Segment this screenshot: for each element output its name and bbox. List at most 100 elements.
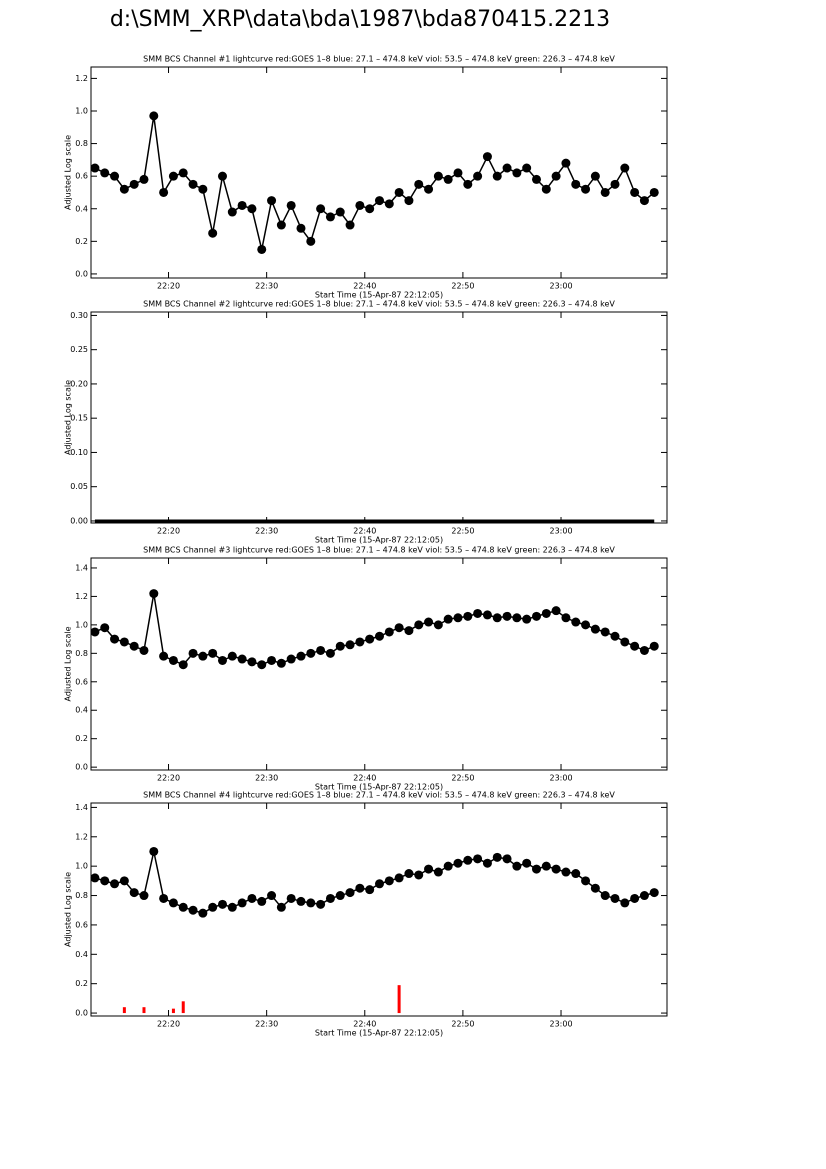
data-point <box>345 888 355 898</box>
data-point <box>512 861 522 871</box>
data-point <box>453 168 463 178</box>
data-point <box>217 899 227 909</box>
data-point <box>286 654 296 664</box>
y-tick-label: 1.0 <box>75 106 88 115</box>
data-point <box>325 648 335 658</box>
y-axis-label: Adjusted Log scale <box>64 380 73 455</box>
data-point <box>404 869 414 879</box>
data-point <box>453 858 463 868</box>
data-point <box>620 898 630 908</box>
data-point <box>443 174 453 184</box>
y-tick-label: 0.05 <box>70 482 88 491</box>
x-tick-label: 22:30 <box>255 527 278 536</box>
x-tick-label: 22:40 <box>353 1020 376 1029</box>
data-point <box>355 200 365 210</box>
data-point <box>522 614 532 624</box>
data-point <box>424 184 434 194</box>
spike <box>142 1007 146 1014</box>
data-point <box>335 207 345 217</box>
data-point <box>178 660 188 670</box>
data-point <box>345 640 355 650</box>
data-point <box>620 163 630 173</box>
data-point <box>178 168 188 178</box>
x-axis-label: Start Time (15-Apr-87 22:12:05) <box>315 291 443 300</box>
y-tick-label: 1.2 <box>75 592 88 601</box>
data-point <box>522 163 532 173</box>
data-point <box>129 888 139 898</box>
data-point <box>561 613 571 623</box>
data-point <box>374 879 384 889</box>
x-axis-label: Start Time (15-Apr-87 22:12:05) <box>315 536 443 545</box>
data-point <box>355 883 365 893</box>
data-point <box>100 168 110 178</box>
data-point <box>139 891 149 901</box>
y-tick-label: 1.0 <box>75 862 88 871</box>
spike <box>122 1007 126 1014</box>
data-point <box>502 163 512 173</box>
data-point <box>178 902 188 912</box>
data-point <box>198 651 208 661</box>
data-point <box>630 893 640 903</box>
data-point <box>365 204 375 214</box>
data-point <box>296 651 306 661</box>
data-point <box>522 858 532 868</box>
data-point <box>394 187 404 197</box>
data-point <box>512 613 522 623</box>
data-point <box>208 648 218 658</box>
data-point <box>276 220 286 230</box>
data-point <box>404 196 414 206</box>
data-point <box>581 184 591 194</box>
data-point <box>492 613 502 623</box>
data-point <box>639 891 649 901</box>
data-point <box>286 200 296 210</box>
data-point <box>473 171 483 181</box>
data-point <box>110 634 120 644</box>
data-point <box>267 196 277 206</box>
y-tick-label: 1.2 <box>75 832 88 841</box>
data-point <box>100 623 110 633</box>
x-tick-label: 22:20 <box>157 774 180 783</box>
data-point <box>600 627 610 637</box>
data-point <box>610 893 620 903</box>
data-point <box>119 876 129 886</box>
data-point <box>581 620 591 630</box>
x-tick-label: 22:50 <box>451 774 474 783</box>
plot-frame <box>90 557 668 771</box>
plot-title: SMM BCS Channel #2 lightcurve red:GOES 1… <box>143 300 615 309</box>
y-tick-label: 0.4 <box>75 706 88 715</box>
data-point <box>198 184 208 194</box>
y-tick-label: 0.30 <box>70 311 88 320</box>
spike <box>397 985 401 1014</box>
data-point <box>168 171 178 181</box>
data-point <box>649 187 659 197</box>
data-point <box>551 864 561 874</box>
data-point <box>424 864 434 874</box>
x-tick-label: 22:30 <box>255 282 278 291</box>
y-tick-label: 1.4 <box>75 803 88 812</box>
data-point <box>414 179 424 189</box>
data-point <box>335 891 345 901</box>
plot-frame <box>90 311 668 524</box>
data-point <box>531 174 541 184</box>
y-tick-label: 0.20 <box>70 379 88 388</box>
data-point <box>306 898 316 908</box>
x-tick-label: 22:20 <box>157 1020 180 1029</box>
y-tick-label: 0.6 <box>75 920 88 929</box>
data-point <box>237 898 247 908</box>
data-point <box>600 891 610 901</box>
data-point <box>394 623 404 633</box>
y-tick-label: 0.00 <box>70 516 88 525</box>
x-tick-label: 23:00 <box>549 1020 572 1029</box>
data-point <box>463 179 473 189</box>
data-point <box>600 187 610 197</box>
data-point <box>394 873 404 883</box>
data-point <box>208 228 218 238</box>
plot-frame <box>90 802 668 1017</box>
y-tick-label: 0.0 <box>75 269 88 278</box>
data-point <box>237 654 247 664</box>
data-point <box>276 658 286 668</box>
x-tick-label: 22:40 <box>353 282 376 291</box>
y-tick-label: 0.4 <box>75 204 88 213</box>
x-tick-label: 22:50 <box>451 282 474 291</box>
